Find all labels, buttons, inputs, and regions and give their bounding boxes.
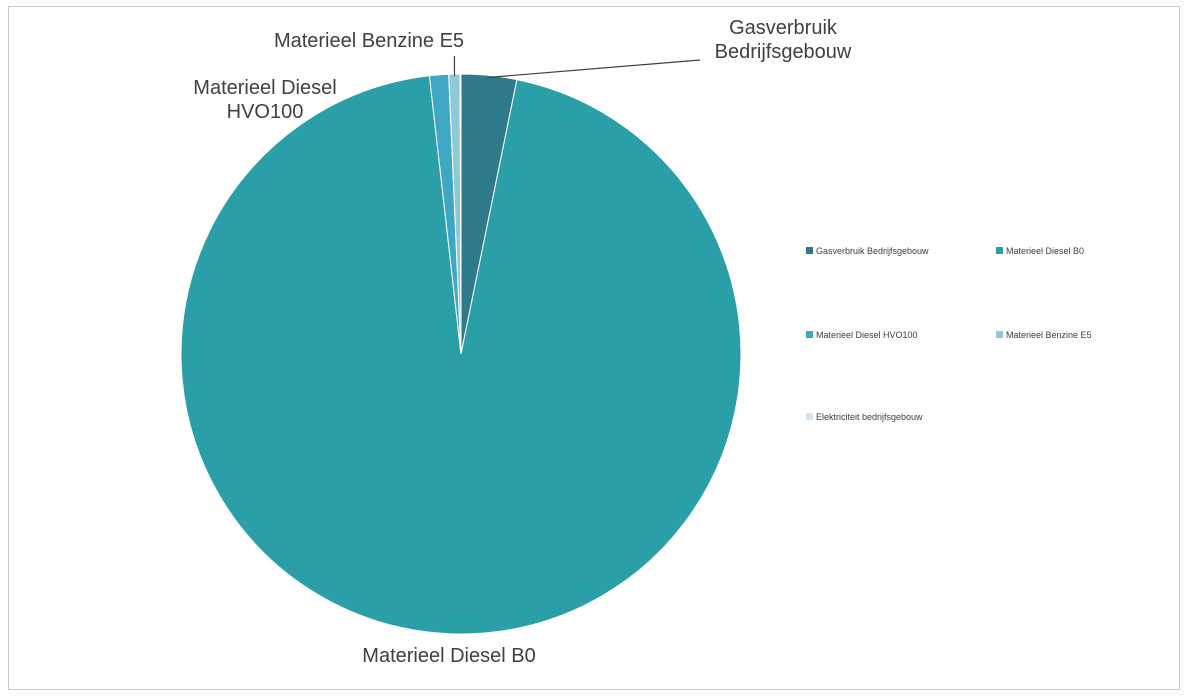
legend-swatch-materieel-benzine-e5 [996,331,1003,338]
slice-label-materieel-diesel-b0: Materieel Diesel B0 [362,645,535,667]
slice-label-materieel-diesel-hvo100: Materieel Diesel HVO100 [193,77,336,123]
leader-lines [453,56,701,79]
chart-legend: Gasverbruik Bedrijfsgebouw Materieel Dies… [806,246,1092,422]
legend-label-materieel-diesel-b0: Materieel Diesel B0 [1006,246,1084,256]
legend-label-gasverbruik-bedrijfsgebouw: Gasverbruik Bedrijfsgebouw [816,246,929,256]
legend-label-elektriciteit-bedrijfsgebouw: Elektriciteit bedrijfsgebouw [816,412,923,422]
legend-swatch-gasverbruik-bedrijfsgebouw [806,247,813,254]
legend-label-materieel-benzine-e5: Materieel Benzine E5 [1006,330,1092,340]
legend-swatch-elektriciteit-bedrijfsgebouw [806,413,813,420]
legend-label-materieel-diesel-hvo100: Materieel Diesel HVO100 [816,330,918,340]
leader-line-gasverbruik-bedrijfsgebouw [488,59,701,79]
pie-slice-elektriciteit-bedrijfsgebouw [459,73,462,355]
pie-slices [180,73,742,635]
legend-swatch-materieel-diesel-b0 [996,247,1003,254]
pie-slice-materieel-diesel-b0 [180,75,742,635]
slice-labels: Gasverbruik Bedrijfsgebouw Materieel Diese… [193,17,852,667]
legend-swatch-materieel-diesel-hvo100 [806,331,813,338]
slice-label-gasverbruik-bedrijfsgebouw: Gasverbruik Bedrijfsgebouw [715,17,852,63]
slice-label-materieel-benzine-e5: Materieel Benzine E5 [274,30,464,52]
